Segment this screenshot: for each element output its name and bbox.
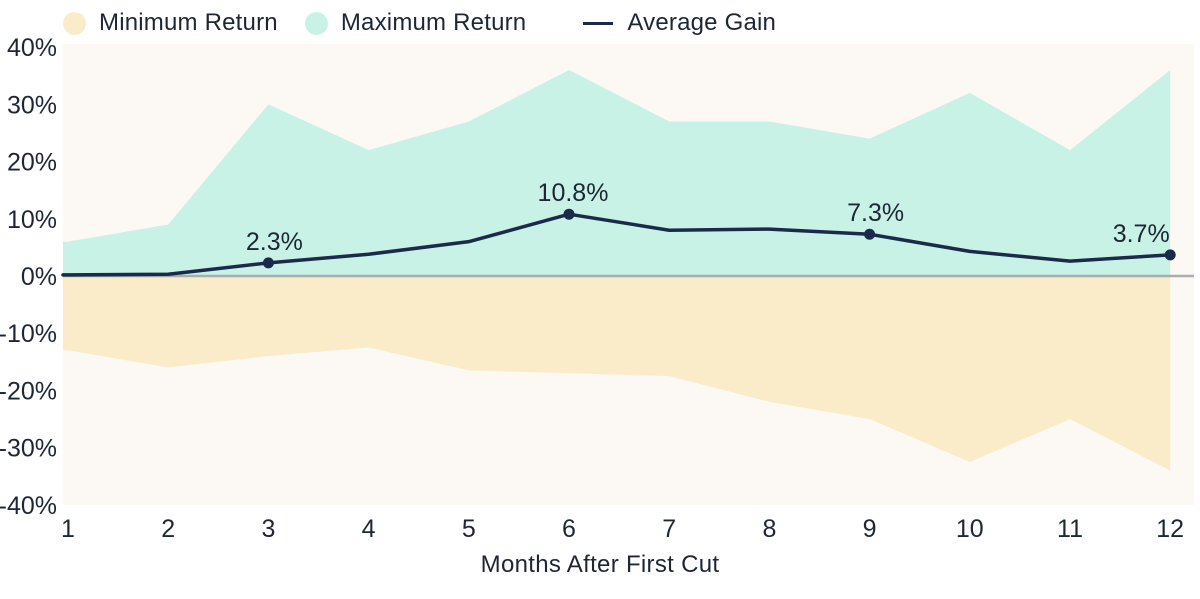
legend-item-maximum-return: Maximum Return: [304, 9, 527, 37]
maximum-return-swatch-icon: [304, 11, 328, 35]
y-axis-tick-label: 10%: [7, 206, 57, 234]
x-axis-tick-label: 6: [562, 515, 576, 543]
maximum-return-area: [63, 69, 1171, 277]
legend-item-average-gain: Average Gain: [583, 9, 776, 37]
data-point-dot-month-12: [1164, 249, 1176, 261]
chart-legend: Minimum Return Maximum Return Average Ga…: [63, 8, 776, 38]
x-axis-tick-label: 3: [261, 515, 275, 543]
y-axis-tick-label: 40%: [7, 34, 57, 62]
legend-label-minimum-return: Minimum Return: [99, 9, 278, 36]
y-axis-tick-label: -30%: [0, 435, 57, 463]
average-gain-line-icon: [583, 21, 614, 25]
data-point-label-month-12: 3.7%: [1113, 220, 1170, 248]
x-axis-tick-label: 1: [61, 515, 75, 543]
y-axis-tick-label: 20%: [7, 149, 57, 177]
y-axis-tick-label: -10%: [0, 320, 57, 348]
y-axis-tick-label: 30%: [7, 91, 57, 119]
data-point-label-month-6: 10.8%: [538, 179, 609, 207]
data-point-dot-month-6: [563, 208, 575, 220]
data-point-dot-month-9: [864, 228, 876, 240]
x-axis-tick-label: 11: [1057, 515, 1083, 543]
data-point-label-month-3: 2.3%: [246, 228, 303, 256]
x-axis-tick-label: 10: [956, 515, 984, 543]
y-axis-tick-label: -20%: [0, 377, 57, 405]
y-axis-tick-label: 0%: [21, 263, 57, 291]
x-axis-tick-label: 2: [161, 515, 175, 543]
x-axis-tick-label: 12: [1156, 515, 1184, 543]
x-axis-tick-label: 9: [863, 515, 877, 543]
x-axis-tick-label: 4: [362, 515, 376, 543]
data-point-label-month-9: 7.3%: [847, 199, 904, 227]
minimum-return-area: [63, 276, 1171, 471]
legend-item-minimum-return: Minimum Return: [63, 9, 278, 37]
minimum-return-swatch-icon: [63, 11, 86, 35]
legend-label-maximum-return: Maximum Return: [340, 9, 527, 36]
legend-label-average-gain: Average Gain: [627, 9, 777, 36]
data-point-dot-month-3: [262, 257, 274, 269]
x-axis-tick-label: 5: [462, 515, 476, 543]
y-axis-tick-label: -40%: [0, 492, 57, 520]
x-axis-tick-label: 8: [762, 515, 776, 543]
x-axis-title: Months After First Cut: [481, 551, 720, 578]
x-axis-tick-label: 7: [662, 515, 676, 543]
